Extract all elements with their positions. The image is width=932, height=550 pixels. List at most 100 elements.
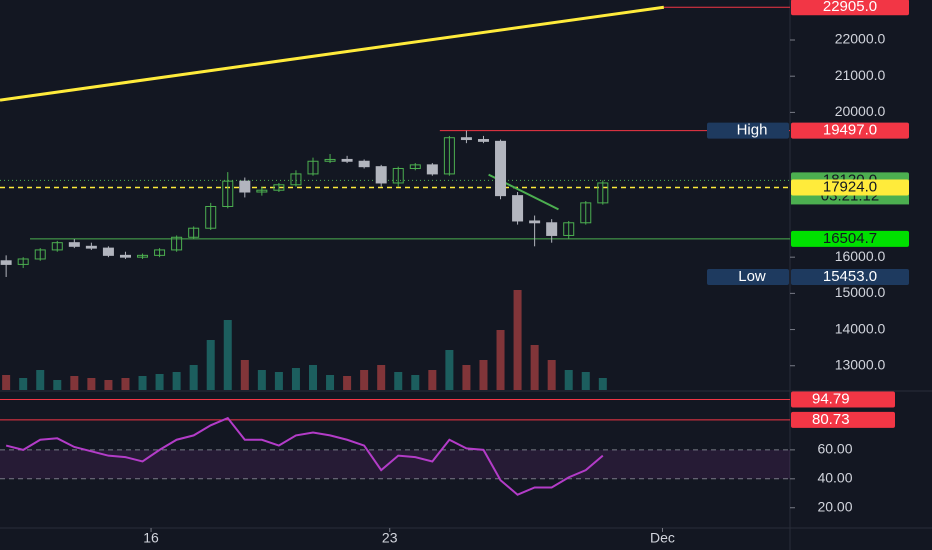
candle-body [563, 222, 575, 236]
volume-bar [581, 372, 590, 390]
rsi-level-label: 80.73 [812, 411, 850, 428]
x-tick-label: 23 [382, 530, 398, 546]
candle-body [0, 260, 12, 265]
volume-bar [19, 378, 28, 390]
candle-body [495, 140, 507, 197]
price-tag [791, 0, 909, 16]
x-tick-label: Dec [650, 530, 675, 546]
price-tag [791, 179, 909, 196]
trendline [0, 5, 665, 102]
candle-body [375, 166, 387, 184]
price-tag [791, 122, 909, 139]
volume-bar [564, 370, 573, 390]
volume-bar [189, 365, 198, 390]
y-tick-label: 22000.0 [835, 31, 886, 47]
candle-body [17, 258, 29, 265]
candle-body [239, 180, 251, 193]
y-tick-label: 14000.0 [835, 320, 886, 336]
candle-body [597, 182, 609, 204]
volume-bar [70, 376, 79, 390]
candle-body [529, 220, 541, 224]
volume-bar [343, 376, 352, 390]
volume-bar [394, 372, 403, 390]
volume-bar [172, 372, 181, 390]
volume-bar [138, 376, 147, 390]
volume-bar [223, 320, 232, 390]
volume-bar [121, 378, 130, 390]
volume-bar [257, 370, 266, 390]
volume-bar [206, 340, 215, 390]
price-tag-label: 22905.0 [823, 0, 877, 15]
caption-tag [707, 268, 789, 285]
candle-body [546, 222, 558, 236]
y-tick-label: 15000.0 [835, 284, 886, 300]
candle-body [171, 236, 183, 251]
volume-bar [2, 375, 11, 390]
candle-body [137, 254, 149, 258]
caption-label: High [737, 122, 768, 139]
volume-bar [496, 330, 505, 390]
candle-body [443, 137, 455, 175]
candle-body [51, 242, 63, 251]
volume-bar [547, 360, 556, 390]
candle-body [392, 167, 404, 184]
candle-body [409, 164, 421, 169]
rsi-tick-label: 20.00 [817, 498, 852, 514]
rsi-tick-label: 60.00 [817, 441, 852, 457]
y-tick-label: 20000.0 [835, 103, 886, 119]
candle-body [102, 247, 114, 256]
volume-bar [377, 365, 386, 390]
candle-body [222, 180, 234, 207]
rsi-level-tag [791, 411, 895, 428]
price-tag [791, 230, 909, 247]
volume-bar [513, 290, 522, 390]
volume-bar [53, 380, 62, 390]
candle-body [205, 205, 217, 229]
volume-bar [411, 375, 420, 390]
candle-body [324, 158, 336, 162]
volume-bar [479, 360, 488, 390]
candle-body [256, 189, 268, 193]
candle-body [341, 158, 353, 162]
candle-body [358, 160, 370, 168]
candle-body [273, 184, 285, 191]
candle-body [119, 254, 131, 258]
price-tag [791, 268, 909, 285]
volume-bar [155, 374, 164, 390]
y-tick-label: 16000.0 [835, 248, 886, 264]
candle-body [512, 195, 524, 222]
volume-bar [240, 360, 249, 390]
volume-bar [530, 345, 539, 390]
volume-bar [360, 370, 369, 390]
price-tag-label: 16504.7 [823, 230, 877, 247]
candle-body [188, 227, 200, 238]
candle-body [34, 249, 46, 260]
candle-body [68, 242, 80, 247]
rsi-band [0, 449, 790, 479]
candle-body [460, 137, 472, 141]
caption-label: Low [738, 268, 766, 285]
rsi-level-label: 94.79 [812, 391, 850, 408]
rsi-line [5, 416, 604, 496]
candle-body [85, 245, 97, 249]
volume-bar [36, 370, 45, 390]
candle-body [307, 160, 319, 175]
candle-body [154, 249, 166, 256]
volume-bar [274, 372, 283, 390]
volume-bar [87, 378, 96, 390]
price-tag-label: 17924.0 [823, 178, 877, 195]
volume-bar [326, 375, 335, 390]
volume-bar [428, 370, 437, 390]
rsi-level-tag [791, 391, 895, 408]
y-tick-label: 13000.0 [835, 356, 886, 372]
volume-bar [291, 368, 300, 390]
y-tick-label: 21000.0 [835, 67, 886, 83]
candle-body [580, 202, 592, 224]
candle-body [290, 173, 302, 186]
price-tag-label: 15453.0 [823, 268, 877, 285]
candle-body [426, 164, 438, 175]
rsi-tick-label: 40.00 [817, 470, 852, 486]
volume-bar [308, 365, 317, 390]
x-tick-label: 16 [143, 530, 159, 546]
